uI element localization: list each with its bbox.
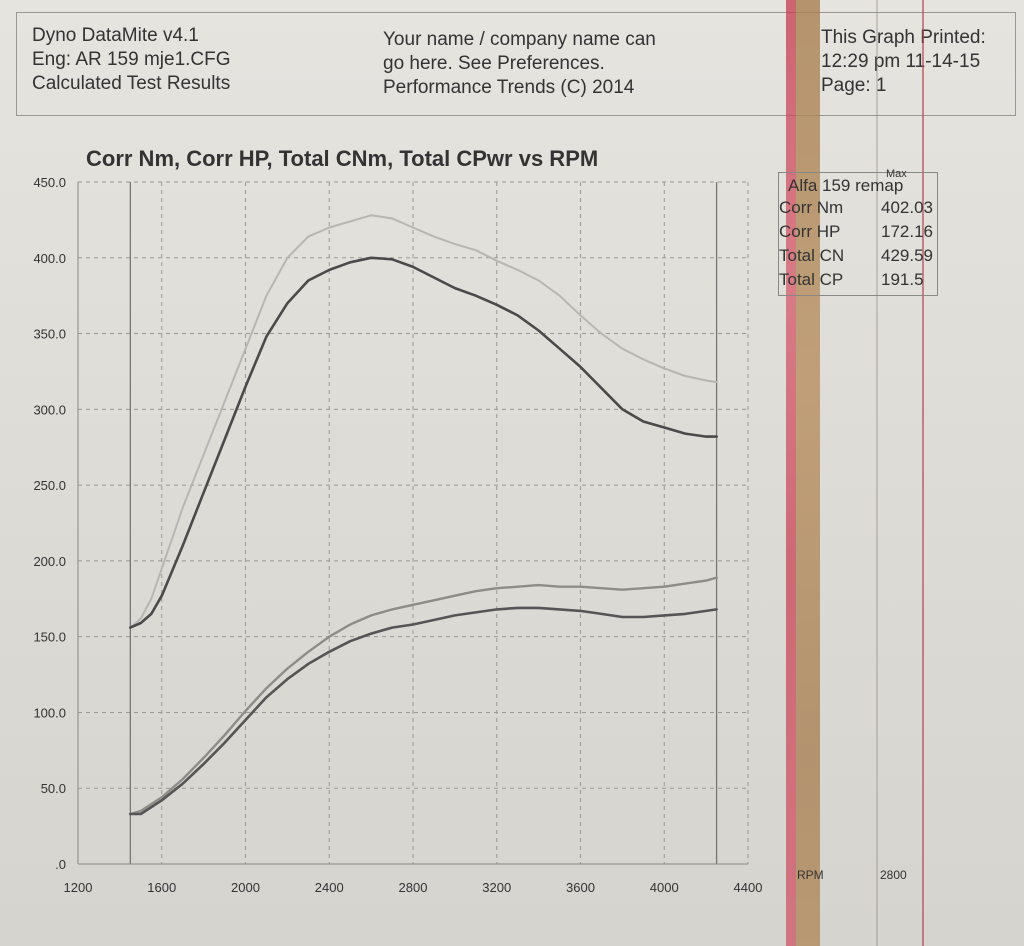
series-line-corr-hp — [129, 606, 718, 816]
legend-row: Corr HP 172.16 — [779, 222, 933, 242]
series-line-corr-nm — [129, 256, 718, 629]
x-tick-label: 1600 — [147, 880, 176, 895]
legend-series-name: Total CP — [779, 270, 844, 289]
y-tick-label: 250.0 — [33, 478, 66, 493]
legend-row: Total CN 429.59 — [779, 246, 933, 266]
y-tick-label: 50.0 — [41, 781, 66, 796]
software-version: Dyno DataMite v4.1 — [32, 25, 199, 46]
axes: 1200 1600 2000 2400 2800 3200 3600 4000 4400 .0 50… — [33, 175, 762, 895]
right-axis-label: RPM — [797, 868, 824, 882]
print-label: This Graph Printed: — [821, 27, 986, 48]
y-tick-label: 400.0 — [33, 251, 66, 266]
legend-max-label: Max — [886, 168, 907, 180]
x-tick-label: 1200 — [64, 880, 93, 895]
company-line-2: go here. See Preferences. — [383, 53, 605, 74]
x-tick-label: 4000 — [650, 880, 679, 895]
legend-max-value: 172.16 — [881, 222, 933, 241]
header-center: Your name / company name can go here. Se… — [383, 28, 656, 100]
x-tick-label: 3200 — [482, 880, 511, 895]
header-left: Dyno DataMite v4.1 Eng: AR 159 mje1.CFG … — [32, 24, 231, 96]
series-line-total-cpwr — [129, 576, 718, 816]
header-right: This Graph Printed: 12:29 pm 11-14-15 Pa… — [821, 26, 986, 98]
y-tick-label: 100.0 — [33, 705, 66, 720]
print-artifact-brown-stripe — [796, 0, 820, 946]
legend-max-value: 402.03 — [881, 198, 933, 217]
chart-title: Corr Nm, Corr HP, Total CNm, Total CPwr … — [86, 146, 599, 171]
y-tick-label: 350.0 — [33, 327, 66, 342]
legend-row: Total CP 191.5 — [779, 270, 924, 290]
legend-box — [778, 172, 938, 296]
y-tick-label: 150.0 — [33, 630, 66, 645]
print-artifact-thin-line — [922, 0, 924, 946]
x-tick-label: 4400 — [734, 880, 763, 895]
copyright: Performance Trends (C) 2014 — [383, 77, 635, 98]
page-number: Page: 1 — [821, 75, 887, 96]
print-artifact-red-stripe — [786, 0, 796, 946]
engine-config: Eng: AR 159 mje1.CFG — [32, 49, 231, 70]
legend-title: Alfa 159 remap — [788, 176, 904, 195]
right-axis-line — [876, 0, 878, 946]
legend-max-value: 429.59 — [881, 246, 933, 265]
x-tick-label: 2000 — [231, 880, 260, 895]
company-line-1: Your name / company name can — [383, 29, 656, 50]
print-time: 12:29 pm 11-14-15 — [821, 51, 981, 72]
legend-series-name: Corr Nm — [779, 198, 844, 217]
legend-row: Corr Nm 402.03 — [779, 198, 933, 218]
y-tick-label: 200.0 — [33, 554, 66, 569]
right-axis-tick: 2800 — [880, 868, 907, 882]
results-label: Calculated Test Results — [32, 73, 231, 94]
header-box — [16, 12, 1016, 116]
y-tick-label: 300.0 — [33, 402, 66, 417]
series-line-total-cnm — [129, 214, 718, 629]
y-tick-label: 450.0 — [33, 175, 66, 190]
x-tick-label: 2800 — [399, 880, 428, 895]
legend-series-name: Corr HP — [779, 222, 841, 241]
y-tick-label: .0 — [55, 857, 66, 872]
x-tick-label: 3600 — [566, 880, 595, 895]
legend-series-name: Total CN — [779, 246, 845, 265]
series-lines — [129, 214, 718, 816]
legend-max-value: 191.5 — [881, 270, 924, 289]
x-tick-label: 2400 — [315, 880, 344, 895]
